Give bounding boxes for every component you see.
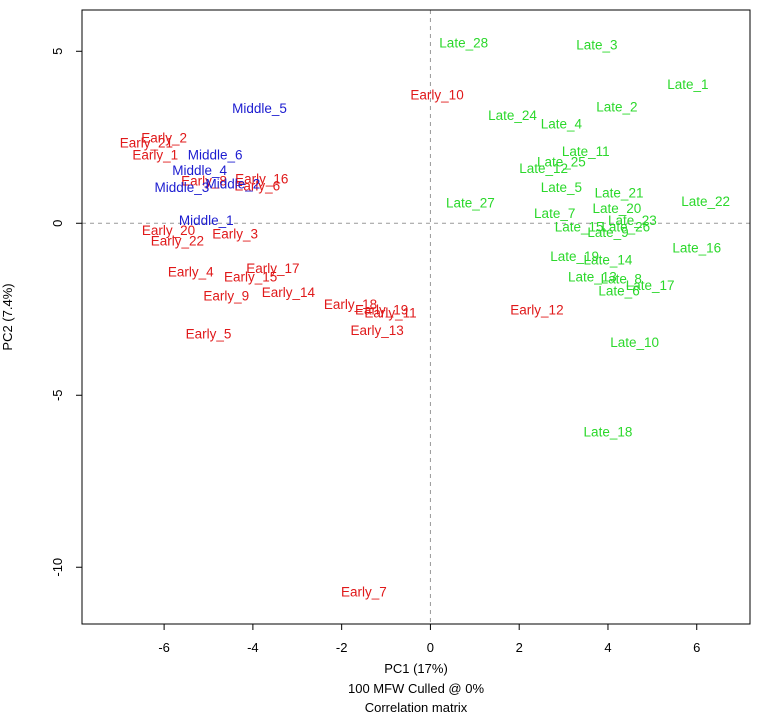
x-tick-label: -6 bbox=[158, 640, 170, 655]
y-axis: 5 0 -5 -10 bbox=[50, 48, 82, 577]
point-label-early-11: Early_11 bbox=[364, 306, 416, 321]
point-label-late-12: Late_12 bbox=[519, 161, 568, 176]
point-label-early-17: Early_17 bbox=[246, 261, 299, 276]
point-label-early-8: Early_8 bbox=[181, 173, 227, 188]
x-tick-label: 2 bbox=[516, 640, 523, 655]
point-label-late-26: Late_26 bbox=[601, 220, 650, 235]
caption-mfw: 100 MFW Culled @ 0% bbox=[348, 681, 484, 696]
y-axis-title: PC2 (7.4%) bbox=[0, 283, 15, 350]
point-label-early-14: Early_14 bbox=[262, 285, 316, 300]
point-label-early-15: Early_15 bbox=[224, 270, 277, 285]
point-label-early-22: Early_22 bbox=[151, 233, 204, 248]
point-label-early-1: Early_1 bbox=[132, 147, 178, 162]
point-label-late-19: Late_19 bbox=[550, 249, 599, 264]
y-tick-label: -10 bbox=[50, 558, 65, 577]
point-label-late-16: Late_16 bbox=[672, 240, 721, 255]
point-label-late-4: Late_4 bbox=[541, 117, 583, 132]
point-label-middle-4: Middle_4 bbox=[172, 163, 227, 178]
point-label-early-21: Early_21 bbox=[120, 135, 173, 150]
point-label-late-27: Late_27 bbox=[446, 196, 495, 211]
point-label-late-1: Late_1 bbox=[667, 77, 708, 92]
point-label-late-24: Late_24 bbox=[488, 108, 537, 123]
point-label-middle-6: Middle_6 bbox=[188, 147, 243, 162]
point-label-late-22: Late_22 bbox=[681, 194, 730, 209]
point-label-early-3: Early_3 bbox=[212, 227, 258, 242]
point-label-late-18: Late_18 bbox=[584, 424, 633, 439]
point-label-late-7: Late_7 bbox=[534, 206, 575, 221]
point-label-early-6: Early_6 bbox=[234, 178, 280, 193]
point-label-middle-5: Middle_5 bbox=[232, 101, 287, 116]
point-label-late-3: Late_3 bbox=[576, 37, 617, 52]
point-label-early-2: Early_2 bbox=[141, 130, 187, 145]
point-label-early-4: Early_4 bbox=[168, 264, 214, 279]
y-tick-label: 0 bbox=[50, 220, 65, 227]
y-tick-label: 5 bbox=[50, 48, 65, 55]
point-label-late-15: Late_15 bbox=[555, 220, 604, 235]
point-label-early-16: Early_16 bbox=[235, 172, 288, 187]
point-label-late-2: Late_2 bbox=[596, 99, 637, 114]
point-label-late-8: Late_8 bbox=[601, 271, 642, 286]
point-label-middle-2: Middle_2 bbox=[206, 177, 261, 192]
caption-correlation: Correlation matrix bbox=[365, 700, 468, 715]
point-label-late-6: Late_6 bbox=[598, 283, 639, 298]
point-label-late-11: Late_11 bbox=[562, 144, 610, 159]
point-label-early-7: Early_7 bbox=[341, 584, 387, 599]
point-label-middle-3: Middle_3 bbox=[154, 180, 209, 195]
point-label-early-20: Early_20 bbox=[142, 223, 195, 238]
point-label-early-9: Early_9 bbox=[203, 289, 249, 304]
point-label-late-13: Late_13 bbox=[568, 270, 617, 285]
point-label-late-28: Late_28 bbox=[439, 36, 488, 51]
point-label-late-10: Late_10 bbox=[610, 335, 659, 350]
x-tick-label: 4 bbox=[604, 640, 611, 655]
point-label-late-25: Late_25 bbox=[537, 154, 586, 169]
point-label-early-19: Early_19 bbox=[355, 302, 408, 317]
x-tick-label: 0 bbox=[427, 640, 434, 655]
point-label-late-21: Late_21 bbox=[595, 185, 644, 200]
point-label-late-23: Late_23 bbox=[608, 213, 657, 228]
point-label-late-17: Late_17 bbox=[626, 278, 675, 293]
point-label-early-10: Early_10 bbox=[410, 87, 463, 102]
point-label-middle-1: Middle_1 bbox=[179, 213, 234, 228]
point-label-late-14: Late_14 bbox=[584, 252, 633, 267]
x-tick-label: -4 bbox=[247, 640, 259, 655]
plot-frame bbox=[81, 9, 751, 625]
point-label-late-9: Late_9 bbox=[587, 225, 628, 240]
reference-lines bbox=[82, 10, 750, 624]
point-label-early-12: Early_12 bbox=[510, 302, 563, 317]
point-label-late-20: Late_20 bbox=[592, 201, 641, 216]
point-label-early-18: Early_18 bbox=[324, 297, 377, 312]
x-axis: -6 -4 -2 0 2 4 6 bbox=[158, 624, 700, 655]
point-label-early-5: Early_5 bbox=[186, 326, 232, 341]
point-label-early-13: Early_13 bbox=[351, 323, 404, 338]
x-axis-title: PC1 (17%) bbox=[384, 661, 448, 676]
y-tick-label: -5 bbox=[50, 389, 65, 401]
x-tick-label: 6 bbox=[693, 640, 700, 655]
point-label-late-5: Late_5 bbox=[541, 180, 582, 195]
x-tick-label: -2 bbox=[336, 640, 348, 655]
